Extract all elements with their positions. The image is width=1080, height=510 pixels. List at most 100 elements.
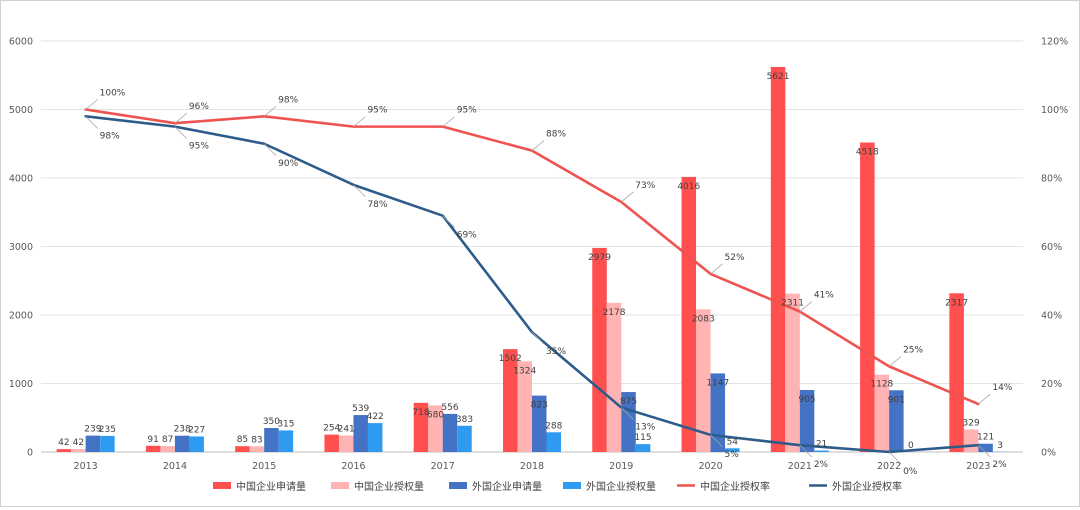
bar-1 bbox=[57, 449, 72, 452]
bar-value-label: 2979 bbox=[588, 253, 611, 263]
bar-2 bbox=[785, 294, 800, 452]
bar-2 bbox=[250, 446, 265, 452]
y2-tick-label: 100% bbox=[1041, 105, 1068, 116]
line-series-1 bbox=[86, 110, 979, 405]
bar-1 bbox=[235, 446, 250, 452]
x-tick-label: 2019 bbox=[609, 461, 633, 472]
bar-value-label: 2178 bbox=[603, 308, 626, 318]
bar-value-label: 875 bbox=[620, 397, 637, 407]
bar-value-label: 83 bbox=[251, 435, 262, 445]
bar-3 bbox=[264, 428, 279, 452]
bar-1 bbox=[146, 446, 161, 452]
bar-value-label: 115 bbox=[634, 433, 651, 443]
bar-value-label: 905 bbox=[798, 395, 815, 405]
bar-2 bbox=[607, 303, 622, 452]
x-tick-label: 2015 bbox=[252, 461, 276, 472]
bar-value-label: 91 bbox=[147, 435, 158, 445]
line-value-label: 13% bbox=[635, 422, 655, 432]
label-leader bbox=[443, 216, 455, 228]
label-leader bbox=[889, 356, 901, 366]
line-value-label: 0% bbox=[903, 467, 918, 477]
bar-4 bbox=[189, 436, 204, 452]
bar-4 bbox=[636, 444, 651, 452]
label-leader bbox=[532, 332, 544, 344]
bar-value-label: 422 bbox=[367, 412, 384, 422]
line-value-label: 88% bbox=[546, 130, 566, 140]
y-tick-label: 2000 bbox=[9, 311, 33, 322]
y2-tick-label: 120% bbox=[1041, 37, 1068, 48]
bar-2 bbox=[339, 435, 354, 452]
line-value-label: 52% bbox=[725, 253, 745, 263]
bar-4 bbox=[368, 423, 383, 452]
legend-label: 外国企业授权量 bbox=[586, 480, 656, 493]
legend-label: 中国企业授权率 bbox=[700, 480, 770, 493]
legend-label: 外国企业申请量 bbox=[472, 480, 542, 493]
legend-label: 外国企业授权率 bbox=[832, 480, 902, 493]
y-tick-label: 0 bbox=[27, 448, 33, 459]
y-tick-label: 3000 bbox=[9, 242, 33, 253]
y2-tick-label: 40% bbox=[1041, 311, 1062, 322]
bar-value-label: 2311 bbox=[781, 299, 804, 309]
bar-value-label: 54 bbox=[727, 437, 739, 447]
legend-swatch bbox=[213, 482, 231, 489]
line-value-label: 90% bbox=[278, 159, 298, 169]
bar-value-label: 556 bbox=[441, 403, 458, 413]
bar-value-label: 1502 bbox=[499, 354, 522, 364]
y-tick-label: 6000 bbox=[9, 37, 33, 48]
label-leader bbox=[264, 106, 276, 116]
line-value-label: 2% bbox=[992, 460, 1007, 470]
bar-value-label: 288 bbox=[545, 421, 562, 431]
bar-2 bbox=[71, 449, 86, 452]
x-tick-label: 2020 bbox=[698, 461, 722, 472]
bar-value-label: 823 bbox=[531, 401, 548, 411]
bar-value-label: 2317 bbox=[945, 298, 968, 308]
bar-1 bbox=[503, 349, 518, 452]
bar-value-label: 1147 bbox=[706, 378, 729, 388]
y-tick-label: 1000 bbox=[9, 379, 33, 390]
line-value-label: 95% bbox=[189, 142, 209, 152]
x-tick-label: 2013 bbox=[74, 461, 98, 472]
bar-2 bbox=[160, 446, 175, 452]
bar-4 bbox=[279, 430, 294, 452]
line-value-label: 5% bbox=[725, 450, 740, 460]
bar-1 bbox=[860, 143, 875, 452]
legend-label: 中国企业授权量 bbox=[354, 480, 424, 493]
label-leader bbox=[711, 264, 723, 274]
bar-value-label: 121 bbox=[977, 433, 994, 443]
legend-label: 中国企业申请量 bbox=[236, 480, 306, 493]
line-value-label: 95% bbox=[457, 106, 477, 116]
y-tick-label: 5000 bbox=[9, 105, 33, 116]
y-axis-right: 0%20%40%60%80%100%120% bbox=[1041, 37, 1068, 459]
bar-value-label: 0 bbox=[908, 441, 914, 451]
x-tick-label: 2023 bbox=[966, 461, 990, 472]
line-value-label: 25% bbox=[903, 345, 923, 355]
legend-swatch bbox=[449, 482, 467, 489]
x-tick-label: 2018 bbox=[520, 461, 544, 472]
legend-swatch bbox=[563, 482, 581, 489]
y2-tick-label: 80% bbox=[1041, 174, 1062, 185]
bar-value-label: 42 bbox=[73, 438, 84, 448]
x-tick-label: 2022 bbox=[877, 461, 901, 472]
label-leader bbox=[443, 117, 455, 127]
legend: 中国企业申请量 中国企业授权量 外国企业申请量 外国企业授权量 中国企业授权率 外国企业授… bbox=[213, 480, 902, 493]
bar-value-label: 1324 bbox=[513, 366, 536, 376]
bar-value-label: 21 bbox=[816, 440, 827, 450]
label-leader bbox=[353, 117, 365, 127]
line-value-label: 78% bbox=[367, 200, 387, 210]
bar-3 bbox=[86, 436, 101, 452]
x-tick-label: 2017 bbox=[431, 461, 455, 472]
bar-value-label: 241 bbox=[338, 424, 355, 434]
bar-value-label: 3 bbox=[997, 441, 1003, 451]
bar-value-label: 329 bbox=[963, 418, 980, 428]
line-value-label: 100% bbox=[100, 89, 126, 99]
legend-swatch bbox=[331, 482, 349, 489]
line-value-label: 73% bbox=[635, 181, 655, 191]
bar-value-label: 901 bbox=[888, 395, 905, 405]
label-leader bbox=[978, 394, 990, 404]
bar-value-label: 2083 bbox=[692, 314, 715, 324]
bar-4 bbox=[547, 432, 562, 452]
